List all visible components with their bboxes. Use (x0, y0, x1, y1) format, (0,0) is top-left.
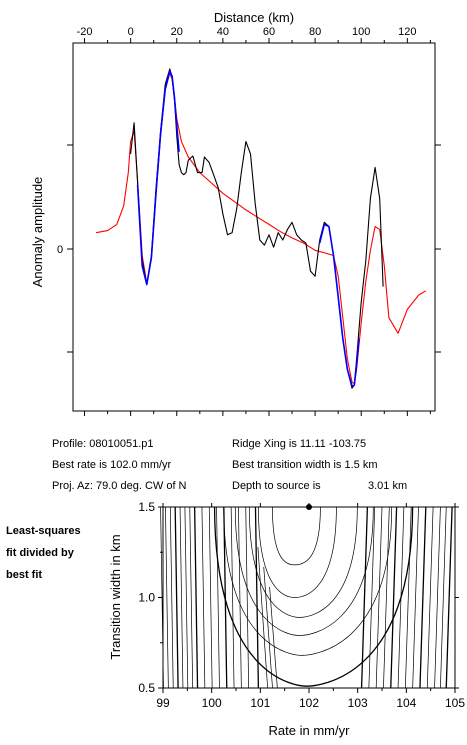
distance-tick-label: 20 (171, 26, 183, 38)
contour-line-right (368, 506, 376, 689)
contour-line-right (360, 506, 369, 689)
width-tick-label: 1.0 (138, 591, 155, 605)
contour-line-right (375, 506, 383, 689)
note-line-3: best fit (6, 569, 43, 581)
rate-axis-label: Rate in mm/yr (269, 723, 351, 738)
note-line-2: fit divided by (6, 547, 74, 559)
contour-u-curve (213, 506, 414, 687)
distance-tick-label: 100 (352, 26, 370, 38)
rate-tick-label: 99 (156, 696, 170, 710)
note-line-1: Least-squares (6, 525, 81, 537)
contour-line-right (419, 506, 427, 689)
distance-tick-label: 60 (263, 26, 275, 38)
rate-tick-label: 105 (445, 696, 465, 710)
contour-line-left (179, 506, 184, 689)
contour-line-left (174, 506, 179, 689)
contour-line-inner (257, 546, 268, 689)
width-tick-label: 1.5 (138, 500, 155, 514)
contour-line-right (390, 506, 398, 689)
rate-tick-label: 104 (396, 696, 416, 710)
contour-line-right (426, 506, 434, 689)
depth-to-source: Depth to source is (232, 480, 321, 492)
profile-frame (72, 42, 436, 412)
rate-ticks: 99 100 101 102 103 104 105 (156, 503, 465, 710)
contour-line-left (230, 506, 235, 689)
contour-line-right (440, 506, 447, 689)
contour-line-left (216, 506, 220, 689)
distance-tick-label: 120 (398, 26, 416, 38)
contour-u-curve (258, 506, 337, 598)
width-axis-label: Transition width in km (108, 534, 123, 659)
contour-line-right (405, 506, 412, 689)
profile-panel: Distance (km) Anomaly amplitude 0 -20 0 20… (30, 10, 441, 416)
contour-u-curve (223, 506, 393, 656)
best-transition-width: Best transition width is 1.5 km (232, 459, 378, 471)
contour-line-right (445, 506, 453, 689)
rate-tick-label: 102 (299, 696, 319, 710)
contour-line-inner (263, 566, 273, 689)
distance-tick-label: 0 (128, 26, 134, 38)
fit-window-line (318, 223, 360, 387)
profile-curves (96, 68, 427, 389)
rate-tick-label: 101 (250, 696, 270, 710)
width-tick-label: 0.5 (138, 681, 155, 695)
contour-line-inner (269, 586, 278, 689)
distance-tick-label: -20 (77, 26, 93, 38)
contour-line-left (238, 506, 242, 689)
distance-ticks: -20 0 20 40 60 80 100 120 (77, 26, 431, 416)
contour-line-right (434, 506, 441, 689)
distance-tick-label: 80 (309, 26, 321, 38)
contour-u-curve (234, 506, 374, 636)
contour-line-left (169, 506, 174, 689)
distance-axis-label: Distance (km) (214, 10, 294, 25)
profile-name: Profile: 08010051.p1 (52, 438, 154, 450)
contour-panel: Rate in mm/yr Transition width in km 99 1… (108, 500, 465, 738)
model-anomaly-line (96, 72, 427, 385)
distance-tick-label: 40 (217, 26, 229, 38)
depth-value: 3.01 km (368, 480, 408, 492)
amplitude-zero-label: 0 (57, 244, 63, 256)
rate-tick-label: 100 (202, 696, 222, 710)
best-rate: Best rate is 102.0 mm/yr (52, 459, 172, 471)
contour-u-curve (272, 506, 321, 566)
contour-line-left (254, 506, 260, 689)
contour-line-left (208, 506, 213, 689)
rate-tick-label: 103 (348, 696, 368, 710)
contour-line-right (412, 506, 419, 689)
ridge-crossing: Ridge Xing is 11.11 -103.75 (232, 438, 367, 450)
contour-line-left (223, 506, 228, 689)
contour-line-left (193, 506, 199, 689)
fit-window-line (136, 70, 180, 286)
contour-line-left (165, 506, 169, 689)
contour-line-left (245, 506, 250, 689)
best-fit-point (306, 504, 312, 510)
projection-azimuth: Proj. Az: 79.0 deg. CW of N (52, 480, 187, 492)
misfit-contours (160, 506, 453, 689)
contour-u-curve (248, 506, 358, 618)
width-ticks: 0.5 1.0 1.5 (138, 500, 459, 695)
amplitude-axis-label: Anomaly amplitude (30, 177, 45, 288)
contour-line-left (184, 506, 189, 689)
contour-line-left (189, 506, 194, 689)
contour-line-right (383, 506, 390, 689)
contour-line-left (201, 506, 206, 689)
